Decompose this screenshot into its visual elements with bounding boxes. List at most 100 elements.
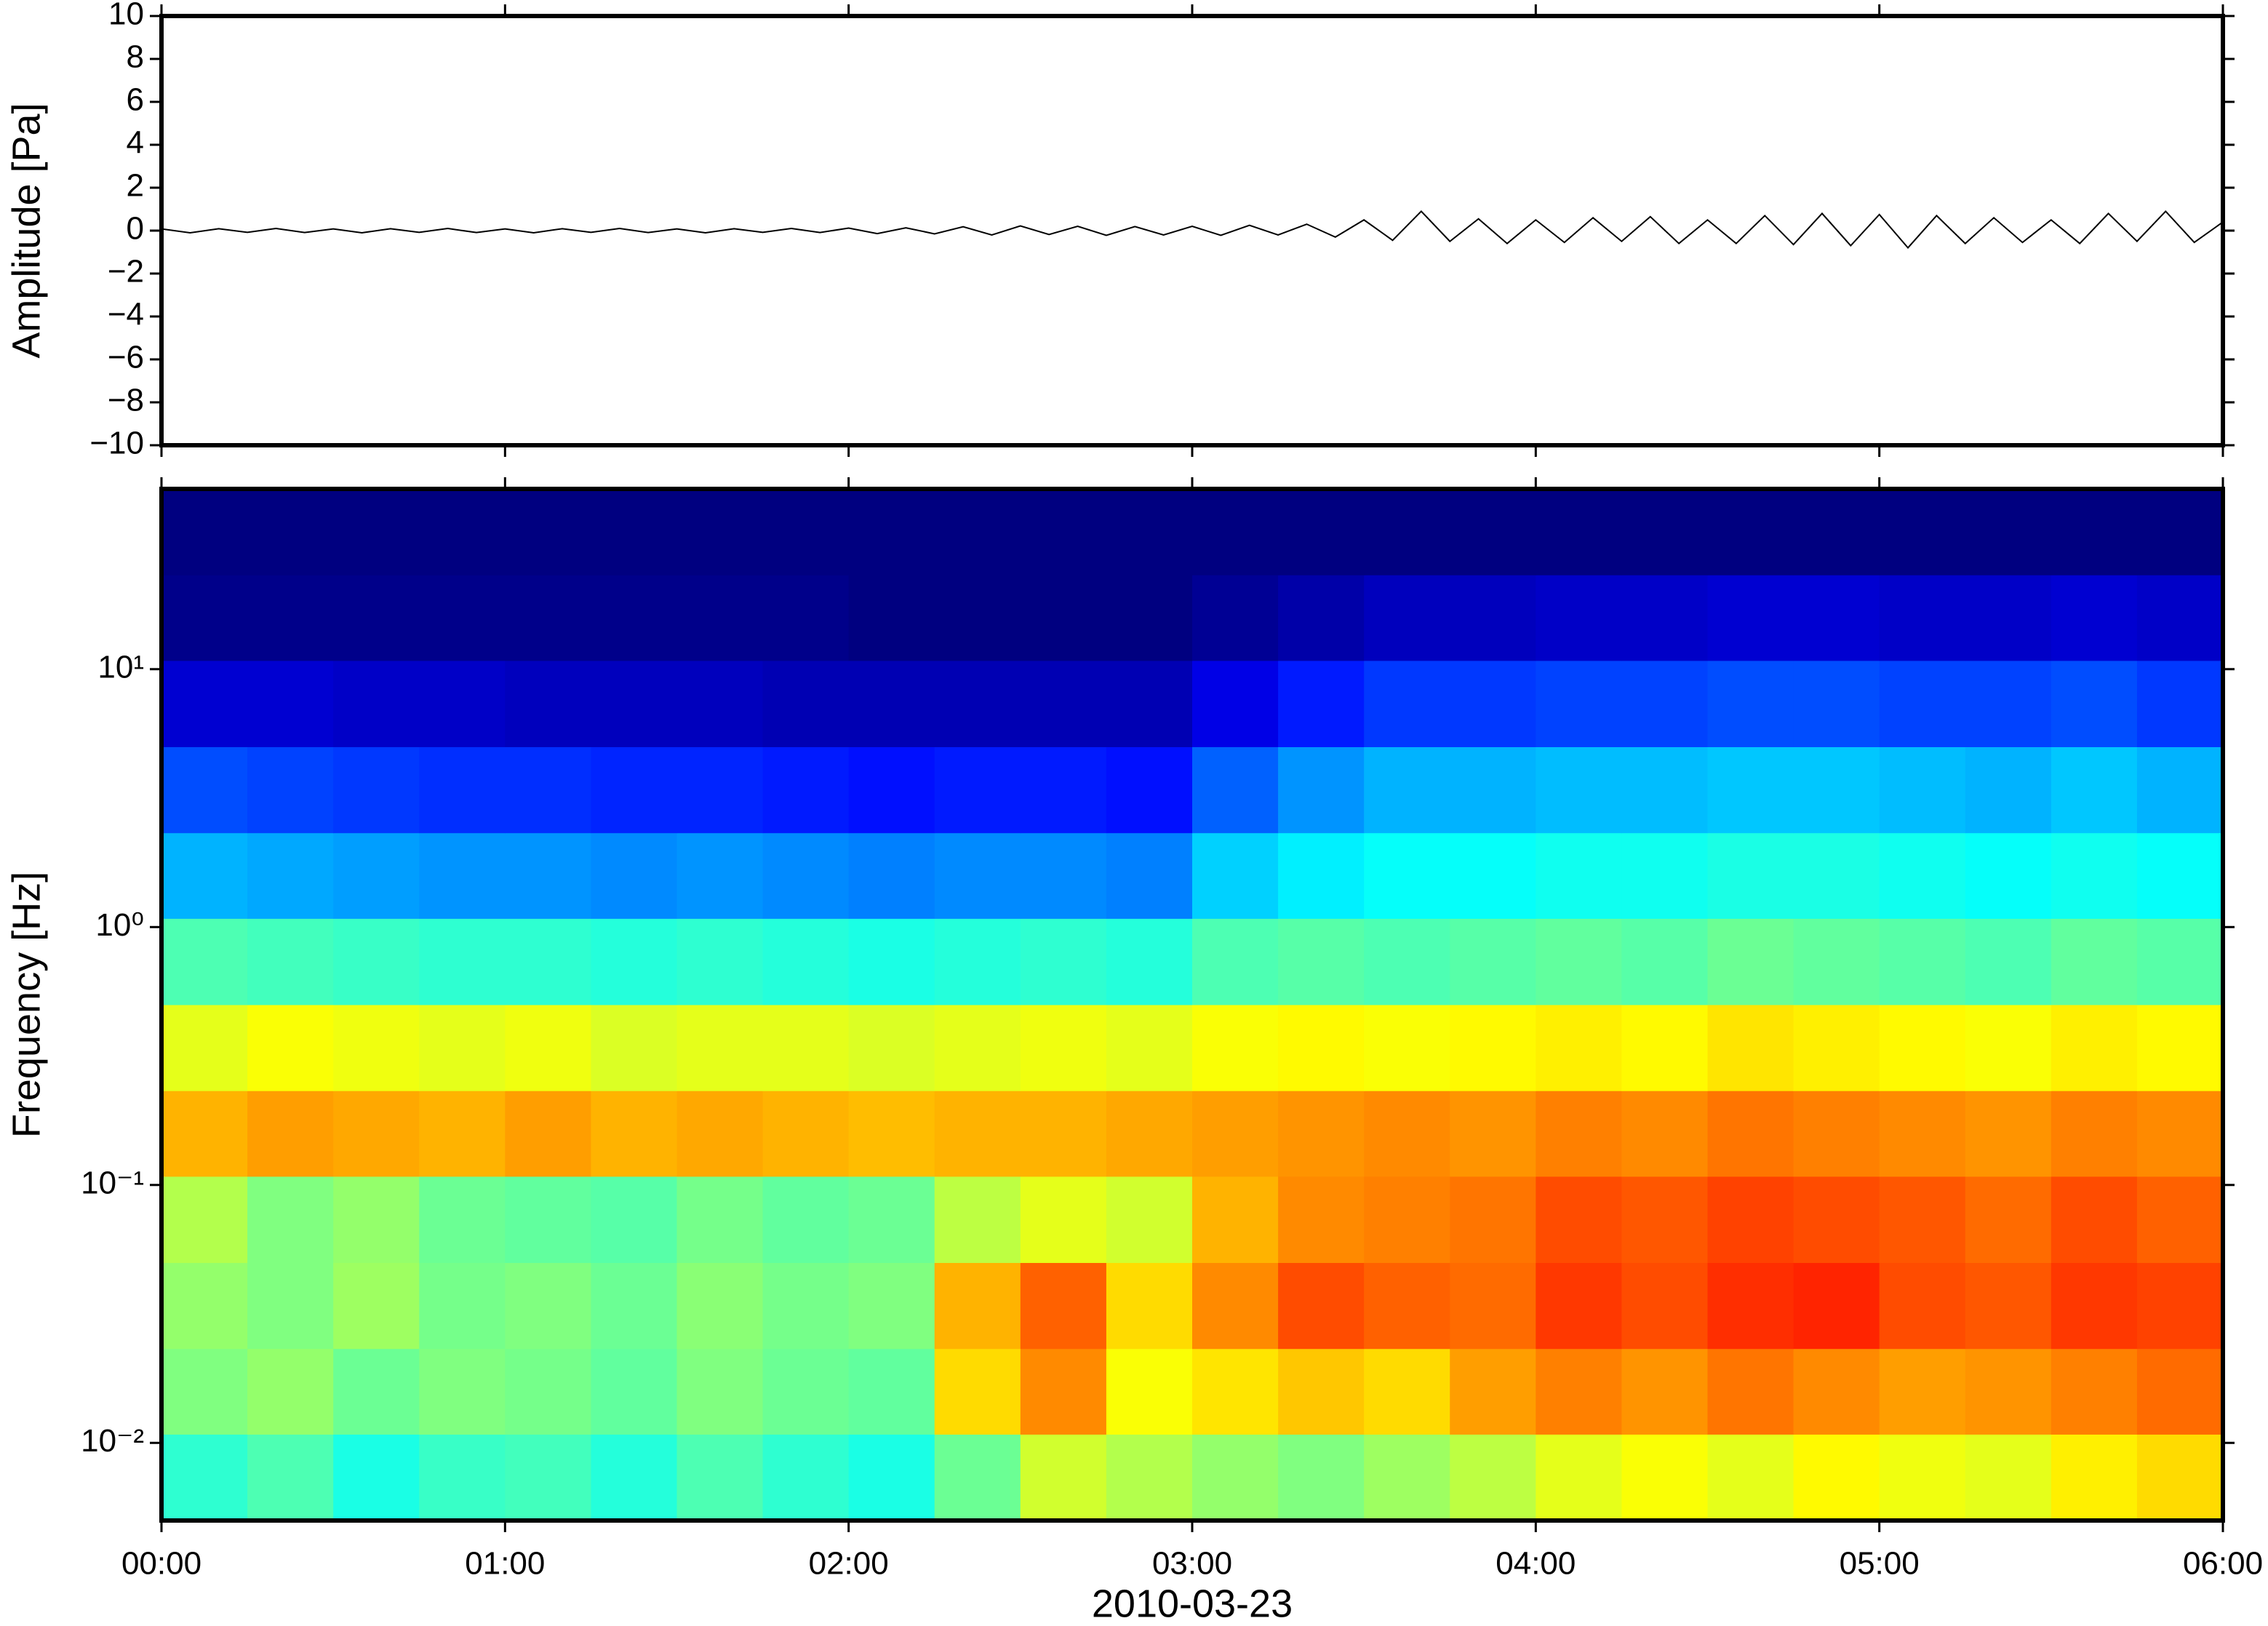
spectrogram-cell [247,1091,334,1177]
spectrogram-cell [1020,1348,1107,1435]
spectrogram-cell [2136,1262,2224,1350]
spectrogram-cell [1965,489,2052,575]
spectrogram-cell [2136,832,2224,919]
spectrogram-cell [762,575,850,661]
spectrogram-cell [1793,1176,1880,1263]
spectrogram-cell [1793,1434,1880,1521]
spectrogram-cell [1707,489,1794,575]
y-tick-label: 8 [127,39,144,75]
y-tick-label: 10⁻² [81,1423,144,1459]
spectrogram-cell [676,1005,764,1091]
spectrogram-cell [934,1262,1021,1350]
spectrogram-cell [1450,660,1536,747]
spectrogram-cell [591,1005,677,1091]
y-tick-label: −6 [108,340,144,375]
y-tick-label: 2 [127,168,144,204]
spectrogram-cell [1450,1005,1536,1091]
spectrogram-cell [1364,1005,1450,1091]
x-tick-label: 01:00 [465,1546,545,1582]
x-axis-title: 2010-03-23 [1092,1582,1293,1622]
spectrogram-cell [333,832,420,919]
spectrogram-cell [1879,1348,1966,1435]
spectrogram-cell [247,746,334,834]
spectrogram-cell [2051,489,2138,575]
spectrogram-cell [2051,746,2138,834]
spectrogram-cell [1707,746,1794,834]
x-tick-label: 04:00 [1496,1546,1576,1582]
spectrogram-cell [2051,832,2138,919]
spectrogram-cell [1707,918,1794,1005]
spectrogram-cell [419,1434,506,1521]
spectrogram-cell [762,660,850,747]
spectrogram-cell [1536,832,1622,919]
y-tick-label: −10 [89,426,144,461]
x-tick-label: 06:00 [2183,1546,2263,1582]
spectrogram-cell [419,1262,506,1350]
spectrogram-cell [1621,1176,1708,1263]
spectrogram-cell [1793,1005,1880,1091]
spectrogram-cell [1621,660,1708,747]
spectrogram-cell [848,746,935,834]
x-tick-label: 02:00 [809,1546,889,1582]
spectrogram-cell [1621,1434,1708,1521]
spectrogram-cell [1621,832,1708,919]
spectrogram-cell [247,1348,334,1435]
spectrogram-cell [1278,1091,1365,1177]
x-tick-label: 00:00 [121,1546,201,1582]
spectrogram-cell [419,918,506,1005]
spectrogram-cell [1364,1348,1450,1435]
spectrogram-cell [1192,1262,1279,1350]
spectrogram-cell [676,660,764,747]
spectrogram-cell [161,1091,248,1177]
spectrogram-cell [2051,575,2138,661]
spectrogram-cell [1536,489,1622,575]
spectrogram-cell [1106,832,1193,919]
spectrogram-cell [2051,1005,2138,1091]
spectrogram-cell [1106,575,1193,661]
spectrogram-cell [1192,575,1279,661]
spectrogram-cell [762,918,850,1005]
spectrogram-cell [1020,489,1107,575]
spectrogram-cell [419,1005,506,1091]
spectrogram-cell [934,1005,1021,1091]
spectrogram-cell [1621,746,1708,834]
spectrogram-cell [1020,918,1107,1005]
spectrogram-cell [419,575,506,661]
y-tick-label: 6 [127,82,144,118]
x-tick-label: 03:00 [1152,1546,1232,1582]
spectrogram-cell [1707,1348,1794,1435]
spectrogram-cell [333,575,420,661]
spectrogram-cell [676,1434,764,1521]
spectrogram-cell [1278,1262,1365,1350]
spectrogram-cell [333,1176,420,1263]
spectrogram-cell [247,489,334,575]
spectrogram-cell [1364,1176,1450,1263]
spectrogram-cell [1106,1005,1193,1091]
spectrogram-cell [676,1176,764,1263]
spectrogram-cell [1192,1176,1279,1263]
spectrogram-cell [1450,1262,1536,1350]
spectrogram-cell [762,746,850,834]
spectrogram-cell [1450,1176,1536,1263]
spectrogram-cell [247,1262,334,1350]
spectrogram-cell [1965,1005,2052,1091]
spectrogram-cell [848,1434,935,1521]
spectrogram-cell [419,1176,506,1263]
spectrogram-cell [505,489,591,575]
spectrogram-cell [1020,746,1107,834]
spectrogram-cell [1965,575,2052,661]
spectrogram-cell [1793,918,1880,1005]
spectrogram-cell [676,575,764,661]
spectrogram-cell [161,1176,248,1263]
spectrogram-cell [1364,832,1450,919]
spectrogram-cell [1707,1091,1794,1177]
spectrogram-cell [848,832,935,919]
spectrogram-cell [419,1091,506,1177]
spectrogram-cell [1278,832,1365,919]
spectrogram-cell [505,918,591,1005]
spectrogram-cell [1965,918,2052,1005]
spectrogram-cell [848,660,935,747]
spectrogram-cell [1879,918,1966,1005]
spectrogram-cell [419,489,506,575]
spectrogram-cell [1879,1176,1966,1263]
